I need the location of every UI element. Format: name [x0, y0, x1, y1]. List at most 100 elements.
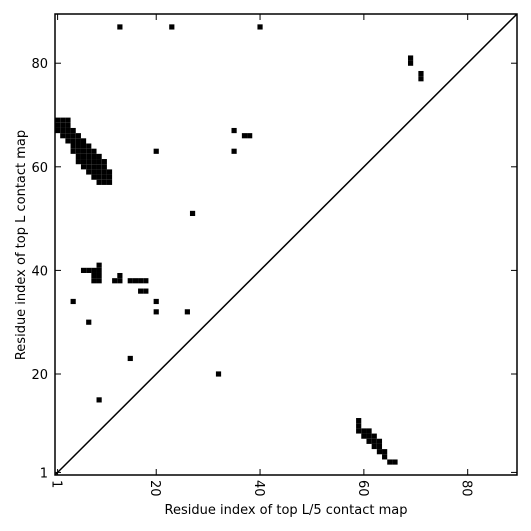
- contact-cell: [96, 267, 102, 273]
- contact-cell: [361, 433, 367, 439]
- contact-cell: [138, 288, 144, 294]
- x-tick-label: 1: [49, 480, 64, 488]
- x-tick-label: 60: [355, 480, 370, 497]
- contact-cell: [101, 174, 107, 180]
- contact-cell: [257, 24, 263, 30]
- contact-cell: [55, 122, 61, 128]
- contact-cell: [418, 76, 424, 82]
- contact-cell: [65, 122, 71, 128]
- contact-cell: [86, 159, 92, 165]
- contact-cell: [356, 423, 362, 429]
- contact-cell: [86, 169, 92, 175]
- contact-cell: [153, 298, 159, 305]
- contact-cell: [101, 179, 107, 185]
- contact-cell: [382, 454, 388, 460]
- contact-cell: [356, 428, 362, 434]
- contact-cell: [143, 288, 149, 294]
- contact-cell: [86, 319, 92, 325]
- contact-cell: [91, 159, 97, 165]
- contact-cell: [91, 267, 97, 273]
- contact-cell: [70, 127, 76, 134]
- contact-cell: [231, 148, 237, 154]
- contact-cell: [65, 127, 71, 134]
- contact-cell: [75, 159, 81, 165]
- contact-cell: [86, 148, 92, 154]
- contact-cell: [96, 164, 102, 170]
- plot-frame: [54, 13, 518, 476]
- contact-cell: [75, 133, 81, 139]
- contact-cell: [376, 443, 383, 450]
- contact-cell: [91, 169, 97, 175]
- contact-cell: [101, 169, 107, 175]
- contact-cell: [371, 443, 377, 450]
- contact-cell: [371, 433, 377, 439]
- y-tick-label: 80: [31, 57, 48, 72]
- y-tick-label: 40: [31, 264, 48, 279]
- contact-cell: [91, 164, 97, 170]
- contact-cell: [184, 309, 190, 315]
- contact-cell: [80, 143, 87, 149]
- diagonal: [54, 13, 518, 476]
- contact-cell: [382, 449, 388, 455]
- contact-cell: [80, 267, 87, 273]
- contact-cell: [392, 459, 398, 465]
- contact-cell: [80, 138, 87, 144]
- contact-cell: [153, 148, 159, 154]
- contact-cell: [138, 278, 144, 284]
- contact-cell: [101, 159, 107, 165]
- contact-cell: [356, 418, 362, 424]
- contact-cell: [117, 278, 123, 284]
- contact-cell: [96, 174, 102, 180]
- contact-cell: [127, 278, 133, 284]
- contact-cell: [91, 174, 97, 180]
- contact-cell: [91, 278, 97, 284]
- contact-cell: [127, 355, 133, 362]
- contact-cell: [70, 148, 76, 154]
- contact-cell: [70, 138, 76, 144]
- contact-cell: [96, 169, 102, 175]
- y-tick-label: 1: [40, 466, 48, 481]
- contact-cell: [55, 117, 61, 123]
- contact-cell: [91, 272, 97, 279]
- contact-cell: [169, 24, 175, 30]
- contact-cell: [106, 179, 113, 185]
- contact-cell: [65, 138, 71, 144]
- contact-cell: [75, 153, 81, 160]
- contact-cell: [407, 55, 414, 61]
- contact-cell: [80, 148, 87, 154]
- contact-cell: [247, 133, 253, 139]
- contact-cell: [96, 179, 102, 185]
- x-axis-label: Residue index of top L/5 contact map: [165, 503, 408, 518]
- contact-cell: [86, 153, 92, 160]
- contact-cell: [75, 138, 81, 144]
- contact-cell: [80, 153, 87, 160]
- contact-cell: [366, 433, 372, 439]
- contact-cell: [96, 272, 102, 279]
- contact-cell: [96, 278, 102, 284]
- contact-cell: [132, 278, 139, 284]
- contact-cell: [106, 169, 113, 175]
- contact-cell: [376, 449, 383, 455]
- contact-cell: [65, 117, 71, 123]
- contact-cell: [231, 127, 237, 134]
- contact-cell: [117, 24, 123, 30]
- contact-cell: [96, 153, 102, 160]
- y-tick-label: 20: [31, 368, 48, 383]
- y-tick-label: 60: [31, 161, 48, 176]
- contact-cell: [376, 438, 383, 444]
- contact-cell: [86, 267, 92, 273]
- x-tick-label: 80: [459, 480, 474, 497]
- contact-cell: [60, 133, 66, 139]
- contact-cell: [189, 210, 196, 217]
- contact-cell: [407, 60, 414, 66]
- contact-cell: [96, 159, 102, 165]
- contact-cell: [96, 397, 102, 403]
- contact-cell: [112, 278, 118, 284]
- contact-cell: [70, 133, 76, 139]
- contact-cell: [86, 164, 92, 170]
- x-tick-label: 20: [147, 480, 162, 497]
- contact-cell: [86, 143, 92, 149]
- contact-cell: [361, 428, 367, 434]
- contact-cell: [60, 127, 66, 134]
